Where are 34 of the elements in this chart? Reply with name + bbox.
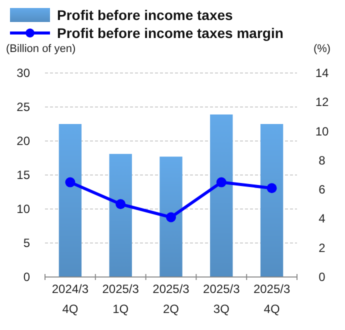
y2-tick-label: 8 (318, 153, 326, 168)
x-tick-label: 2024/3 4Q (52, 282, 89, 316)
x-tick-label: 2025/3 2Q (152, 282, 190, 316)
y-axis-title: (Billion of yen) (6, 43, 76, 55)
point (266, 183, 277, 194)
y-tick-label: 10 (16, 202, 30, 216)
y2-axis-title: (%) (313, 43, 331, 55)
y-tick-label: 30 (16, 66, 30, 80)
y2-tick-label: 6 (318, 182, 326, 197)
y-tick-label: 25 (16, 100, 30, 114)
bar (58, 124, 82, 277)
bar (160, 156, 182, 277)
y-tick-label: 5 (23, 236, 30, 250)
y-tick-label: 15 (16, 168, 30, 182)
x-tick-label: 2025/3 3Q (203, 282, 240, 316)
x-tick-label: 2025/3 1Q (102, 282, 140, 316)
bar (210, 114, 233, 277)
legend-label: Profit before income taxes (57, 7, 234, 23)
legend-label: Profit before income taxes margin (57, 25, 284, 41)
y2-tick-label: 14 (315, 66, 329, 80)
x-tick-label: 2025/3 4Q (253, 282, 290, 316)
point (116, 199, 126, 210)
y2-tick-label: 0 (318, 270, 326, 284)
y2-tick-label: 4 (318, 212, 326, 226)
y2-tick-label: 10 (315, 124, 329, 138)
y2-tick-label: 2 (318, 240, 326, 255)
y-tick-label: 0 (23, 270, 30, 284)
y-tick-label: 20 (16, 134, 30, 148)
bar (260, 124, 284, 277)
bar (109, 154, 132, 277)
point (216, 177, 226, 188)
point (166, 212, 176, 222)
point (65, 177, 76, 188)
y2-tick-label: 12 (315, 95, 329, 110)
